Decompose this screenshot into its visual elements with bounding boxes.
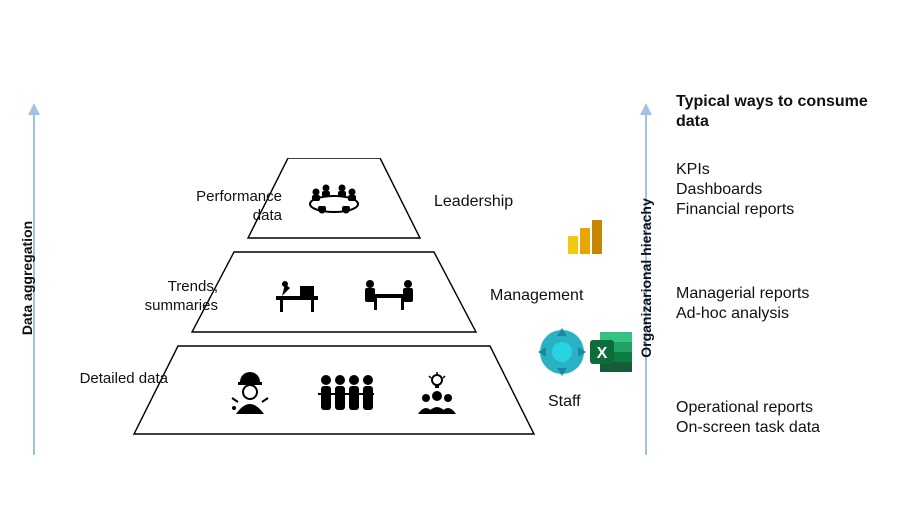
tier-bottom-right-label: Staff [548,392,581,412]
desk-lamp-icon [272,274,322,314]
pyramid-tier-middle [192,252,476,332]
excel-letter: X [597,345,608,362]
conference-table-icon [306,178,362,218]
tier-bottom-left-label: Detailed data [78,370,168,389]
right-axis-label: Organizarional hierachy [638,198,654,358]
left-axis-label: Data aggregation [19,221,35,335]
people-group-icon [316,372,376,416]
right-panel-header: Typical ways to consume data [676,92,876,132]
meeting-desk-icon [362,274,416,314]
tier-top-left-label: Performance data [182,188,282,226]
excel-icon: X [586,326,638,378]
tier-middle-right-label: Management [490,286,583,306]
idea-team-icon [414,372,460,416]
tier-middle-left-label: Trends, summaries [118,278,218,316]
tier-top-right-label: Leadership [434,192,513,212]
right-panel-group-1: Managerial reports Ad-hoc analysis [676,284,809,324]
worker-hardhat-icon [228,368,272,416]
powerbi-icon [564,214,608,258]
cortana-circle-icon [536,326,588,378]
right-panel-group-0: KPIs Dashboards Financial reports [676,160,794,220]
right-panel-group-2: Operational reports On-screen task data [676,398,820,438]
